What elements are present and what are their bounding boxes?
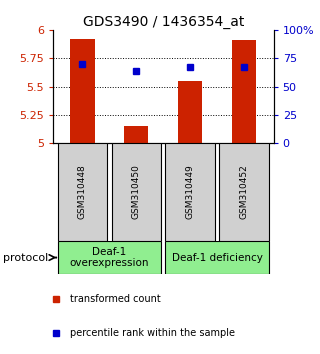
Text: transformed count: transformed count <box>70 293 161 304</box>
Text: percentile rank within the sample: percentile rank within the sample <box>70 328 235 338</box>
Text: GSM310452: GSM310452 <box>239 165 249 219</box>
Bar <box>124 126 148 143</box>
Text: GSM310450: GSM310450 <box>132 165 141 219</box>
Text: protocol: protocol <box>3 252 48 263</box>
Bar <box>58 241 161 274</box>
Bar <box>232 40 256 143</box>
Text: GSM310449: GSM310449 <box>186 165 195 219</box>
Title: GDS3490 / 1436354_at: GDS3490 / 1436354_at <box>83 15 244 29</box>
Text: GSM310448: GSM310448 <box>78 165 87 219</box>
Bar <box>58 143 107 241</box>
Bar <box>70 39 94 143</box>
Bar <box>219 143 269 241</box>
Text: Deaf-1 deficiency: Deaf-1 deficiency <box>172 252 262 263</box>
Bar <box>165 241 269 274</box>
Text: Deaf-1
overexpression: Deaf-1 overexpression <box>69 247 149 268</box>
Bar <box>111 143 161 241</box>
Bar <box>165 143 215 241</box>
Bar <box>178 81 202 143</box>
